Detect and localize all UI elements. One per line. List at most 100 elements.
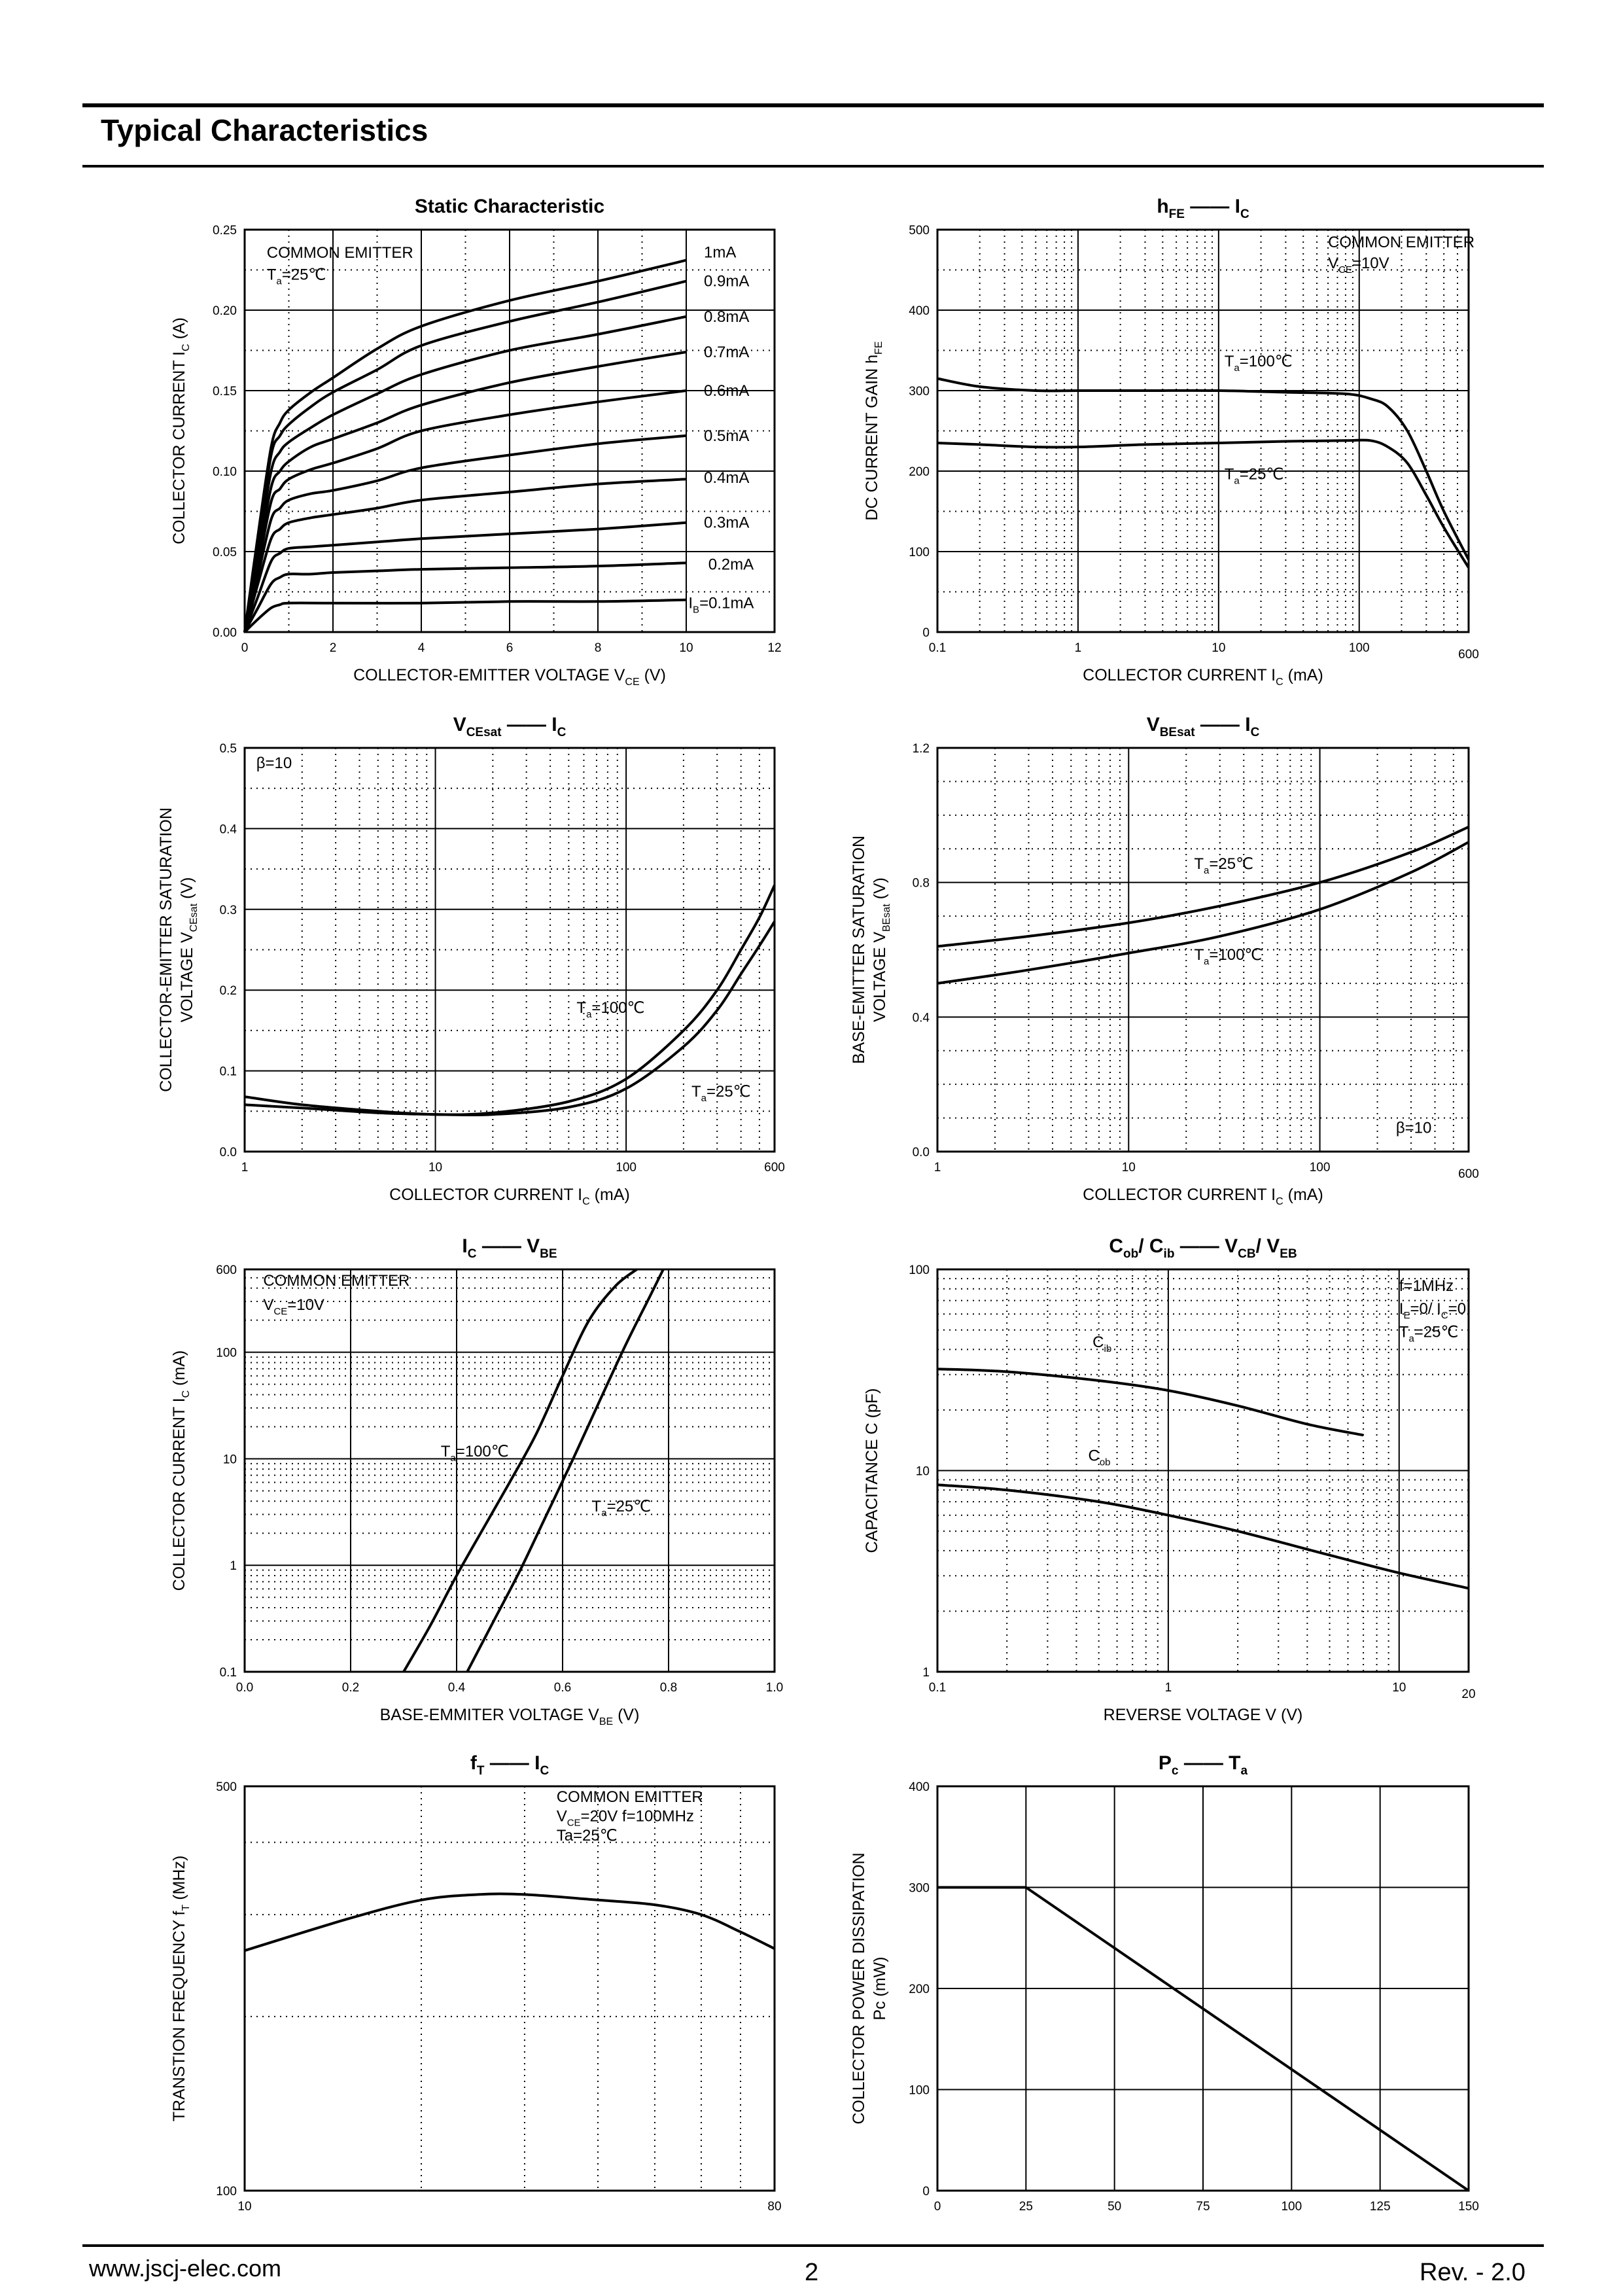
annotation: COMMON EMITTER [557,1788,703,1806]
series-line [243,279,687,633]
y-tick-label: 0.20 [213,304,237,318]
x-tick-label: 50 [1108,2200,1121,2214]
y-tick-label: 0.05 [213,546,237,559]
annotation: Cob [1089,1447,1111,1468]
x-tick-label: 0 [934,2200,941,2214]
x-tick-label: 600 [764,1161,785,1174]
chart-title-vbesat: VBEsat —— IC [1147,714,1260,739]
series-line [937,377,1470,561]
x-axis-label-hfe: COLLECTOR CURRENT IC (mA) [1083,666,1323,688]
y-axis-label-pc: COLLECTOR POWER DISSIPATION [850,1852,868,2124]
x-tick-label: 20 [1461,1687,1475,1701]
y-tick-label: 100 [909,546,930,559]
annotation: COMMON EMITTER [263,1272,410,1290]
y-axis-label-cap: CAPACITANCE C (pF) [863,1388,881,1553]
footer-website[interactable]: www.jscj-elec.com [89,2255,282,2282]
annotation: Ta=100℃ [1194,946,1262,967]
x-tick-label: 75 [1196,2200,1210,2214]
plot-frame [936,1268,1470,1673]
y-axis-label2-vbesat: VOLTAGE VBEsat (V) [871,877,892,1022]
annotation: β=10 [256,754,292,772]
y-axis-label-ic_vbe: COLLECTOR CURRENT IC (mA) [170,1351,192,1591]
chart-static: Static Characteristic 0 2 4 6 8 10 12 0.00 0.05 0.… [170,196,782,688]
annotation: IE=0/ IC=0 [1399,1300,1466,1321]
series-line [243,598,687,633]
series-label: 0.6mA [704,382,749,400]
y-tick-label: 0.3 [220,904,237,917]
annotation: f=1MHz [1399,1277,1454,1295]
annotation: Ta=25℃ [557,1827,618,1845]
x-tick-label: 10 [1122,1161,1136,1174]
y-tick-label: 0 [922,626,930,640]
x-tick-label: 0 [241,641,249,655]
annotation: Ta=25℃ [1225,465,1284,486]
series-line [244,1892,775,1952]
x-tick-label: 10 [428,1161,442,1174]
footer-revision: Rev. - 2.0 [1420,2259,1526,2286]
annotation: Ta=25℃ [1399,1324,1459,1345]
chart-title-cap: Cob/ Cib —— VCB/ VEB [1109,1235,1297,1261]
annotation: Ta=25℃ [691,1083,751,1104]
x-tick-label: 600 [1458,648,1479,662]
y-tick-label: 0.15 [213,385,237,398]
chart-vbesat: VBEsat —— IC 1 10 100 600 0.0 0.4 0.8 1.2 COLLECT… [850,714,1479,1207]
chart-title-ic_vbe: IC —— VBE [462,1235,557,1261]
plot-frame [243,228,776,633]
y-tick-label: 0.1 [220,1666,237,1680]
x-tick-label: 100 [616,1161,637,1174]
y-tick-label: 0.25 [213,224,237,238]
y-tick-label: 600 [216,1263,237,1277]
series-label: IB=0.1mA [688,595,754,616]
x-axis-label-vbesat: COLLECTOR CURRENT IC (mA) [1083,1186,1323,1207]
annotation: Cib [1092,1333,1111,1354]
x-tick-label: 25 [1019,2200,1033,2214]
x-tick-label: 0.0 [236,1681,253,1695]
header-rule-bottom [82,165,1544,168]
series-label: 0.8mA [704,308,749,326]
x-tick-label: 2 [330,641,337,655]
x-tick-label: 100 [1281,2200,1302,2214]
y-tick-label: 0.0 [913,1146,930,1159]
chart-pc: Pc —— Ta02550751001251500100200300400AMB… [850,1752,1479,2214]
x-tick-label: 1 [1075,641,1082,655]
y-tick-label: 100 [216,1347,237,1360]
annotation: Ta=100℃ [576,999,644,1020]
x-tick-label: 1 [241,1161,249,1174]
y-tick-label: 0.5 [220,742,237,756]
page-title: Typical Characteristics [101,113,428,147]
chart-ft: fT —— IC1080100500COLLECTOR CURRENT IC (… [170,1752,782,2214]
series-line [244,884,776,1116]
x-tick-label: 10 [1212,641,1225,655]
series-line [937,1368,1364,1437]
footer-page-number: 2 [805,2259,819,2286]
annotation: VCE=20V f=100MHz [557,1807,694,1828]
series-line [243,478,687,633]
x-tick-label: 0.8 [660,1681,677,1695]
annotation: Ta=100℃ [1225,353,1293,374]
x-tick-label: 0.4 [448,1681,466,1695]
y-axis-label2-vcesat: VOLTAGE VCEsat (V) [178,877,200,1023]
annotation: Ta=100℃ [441,1443,509,1464]
x-tick-label: 600 [1458,1167,1479,1181]
x-axis-label-ic_vbe: BASE-EMMITER VOLTAGE VBE (V) [380,1706,640,1727]
plot-frame [936,228,1470,633]
series-label: 0.5mA [704,427,749,445]
x-tick-label: 1 [1165,1681,1172,1695]
y-axis-label2-pc: Pc (mW) [871,1956,889,2020]
x-tick-label: 0.6 [554,1681,571,1695]
annotation: β=10 [1396,1120,1432,1137]
y-tick-label: 1 [230,1559,237,1573]
x-tick-label: 100 [1349,641,1370,655]
annotation: COMMON EMITTER [267,244,413,262]
y-tick-label: 1.2 [913,742,930,756]
chart-title-pc: Pc —— Ta [1159,1752,1248,1778]
series-line [243,561,687,633]
plot-frame [243,1785,776,2192]
x-axis-label-static: COLLECTOR-EMITTER VOLTAGE VCE (V) [353,666,666,688]
y-tick-label: 200 [909,1983,930,1996]
x-tick-label: 100 [1310,1161,1331,1174]
y-tick-label: 300 [909,1882,930,1896]
plot-frame [243,1268,776,1673]
series-line [937,841,1469,985]
annotation: COMMON EMITTER [1328,234,1475,251]
